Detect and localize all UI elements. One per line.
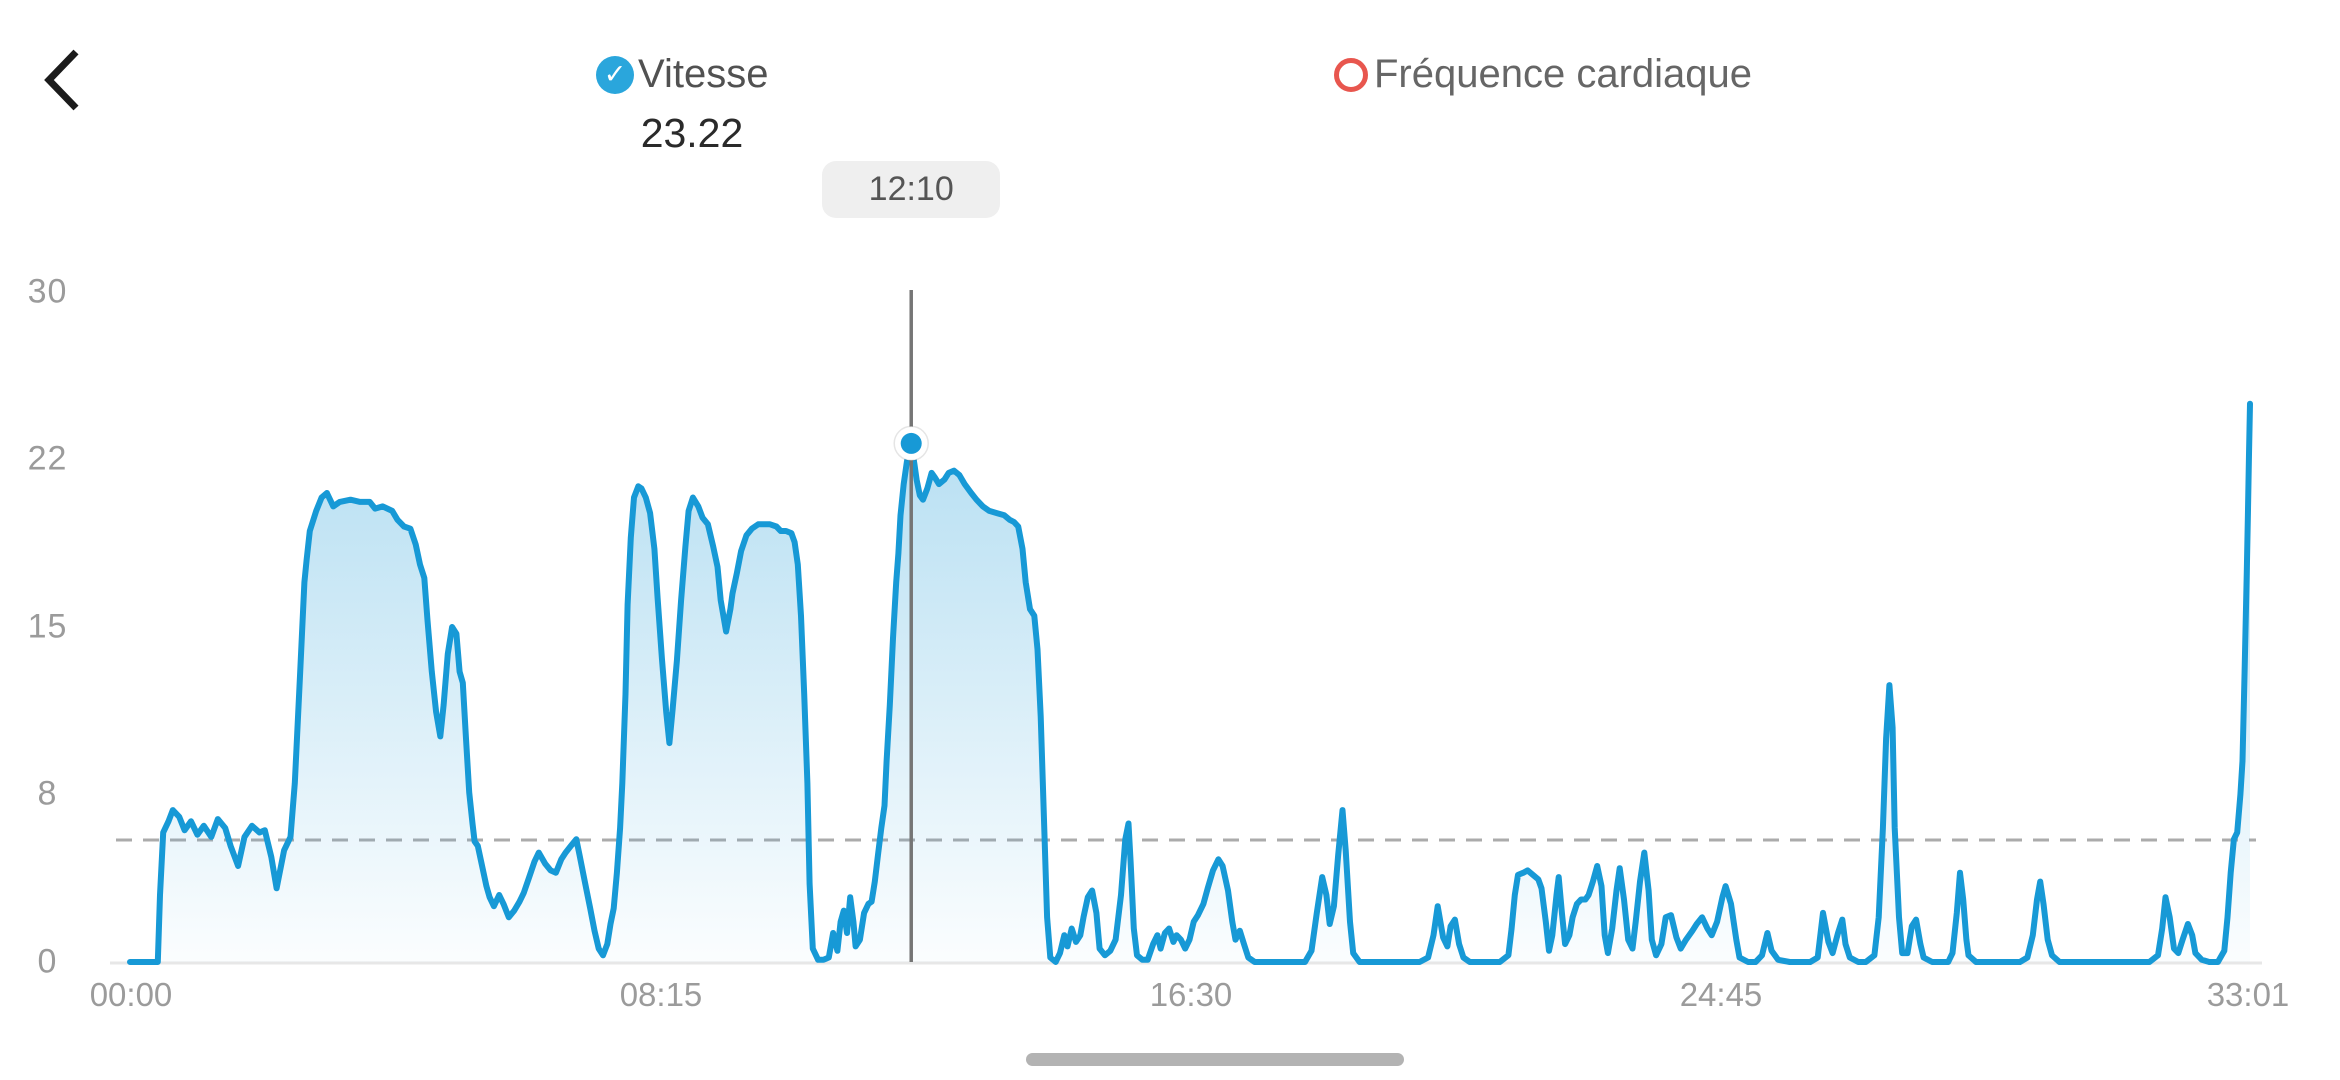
legend-label-heart-rate: Fréquence cardiaque	[1374, 52, 1753, 96]
checked-circle-icon: ✓	[596, 55, 634, 94]
y-tick-22: 22	[27, 439, 68, 478]
selected-point-marker[interactable]	[900, 432, 922, 454]
x-tick-0815: 08:15	[619, 976, 703, 1013]
cursor-time-tooltip: 12:10	[822, 161, 1001, 218]
speed-line	[127, 400, 2253, 965]
legend-item-heart-rate[interactable]: Fréquence cardiaque	[1334, 52, 1752, 97]
x-tick-3301: 33:01	[2206, 976, 2290, 1013]
y-tick-30: 30	[27, 272, 68, 311]
legend-item-speed[interactable]: ✓ Vitesse	[596, 52, 768, 97]
y-tick-0: 0	[37, 942, 58, 981]
unchecked-circle-icon	[1334, 57, 1368, 92]
x-tick-2445: 24:45	[1679, 976, 1763, 1013]
y-tick-15: 15	[27, 607, 68, 646]
tooltip-time: 12:10	[868, 170, 954, 208]
speed-area-fill	[130, 403, 2250, 962]
legend-label-speed: Vitesse	[638, 52, 769, 96]
chart-scroll-indicator[interactable]	[1026, 1053, 1404, 1066]
x-tick-1630: 16:30	[1149, 976, 1233, 1013]
back-button[interactable]	[28, 36, 98, 126]
back-chevron-icon	[44, 49, 79, 111]
selected-speed-value: 23.22	[640, 110, 744, 156]
x-tick-0000: 00:00	[89, 976, 173, 1013]
y-tick-8: 8	[37, 774, 58, 813]
